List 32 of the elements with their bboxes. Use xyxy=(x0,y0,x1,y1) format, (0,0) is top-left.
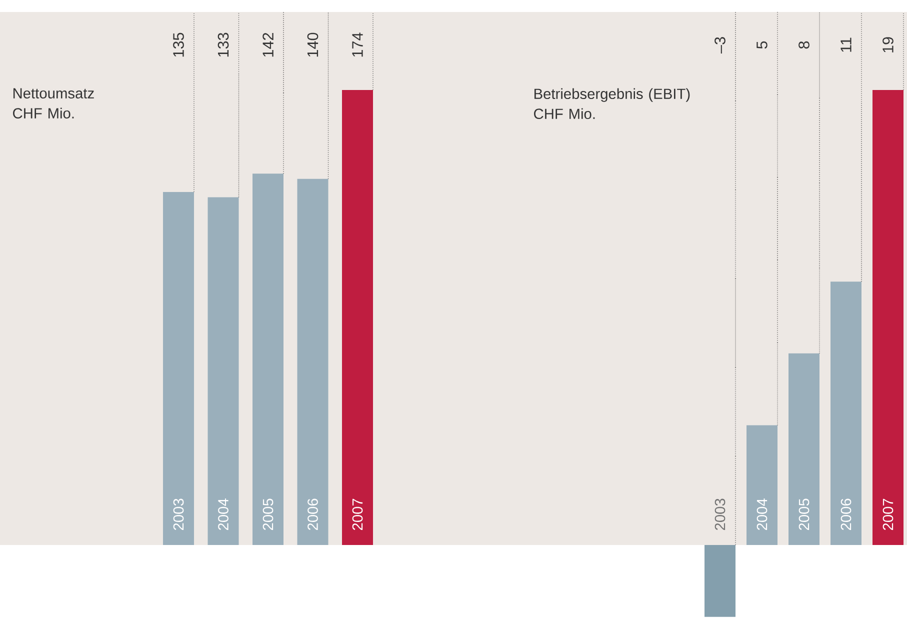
bar xyxy=(252,174,284,545)
x-tick-label: 2003 xyxy=(714,498,726,530)
bar xyxy=(342,90,374,545)
data-label: 8 xyxy=(798,41,810,49)
bar xyxy=(788,353,820,545)
chart-title: Nettoumsatz CHF Mio. xyxy=(13,88,94,118)
data-label: 11 xyxy=(840,38,852,52)
data-label: 174 xyxy=(352,32,363,57)
x-tick-label: 2006 xyxy=(308,498,318,530)
bar xyxy=(208,197,239,545)
x-tick-label: 2007 xyxy=(352,498,363,530)
bar xyxy=(746,425,778,545)
data-label: 140 xyxy=(307,32,318,57)
bar xyxy=(297,178,328,545)
bar xyxy=(872,90,904,545)
data-label: 19 xyxy=(882,37,894,52)
x-tick-label: 2006 xyxy=(840,498,852,530)
data-label: 142 xyxy=(262,32,274,57)
bar xyxy=(163,192,194,545)
x-tick-label: 2004 xyxy=(756,498,768,530)
x-tick-label: 2003 xyxy=(173,498,184,530)
bar xyxy=(704,545,736,617)
x-tick-label: 2005 xyxy=(798,498,810,530)
bar xyxy=(830,282,862,545)
data-label: 135 xyxy=(173,32,184,57)
x-tick-label: 2004 xyxy=(218,498,228,530)
chart-title: Betriebsergebnis (EBIT) CHF Mio. xyxy=(534,88,690,120)
data-label: 133 xyxy=(218,32,229,57)
x-tick-label: 2005 xyxy=(262,498,274,530)
x-tick-label: 2007 xyxy=(882,498,894,530)
data-label: 5 xyxy=(756,41,768,49)
data-label: –3 xyxy=(714,37,726,54)
